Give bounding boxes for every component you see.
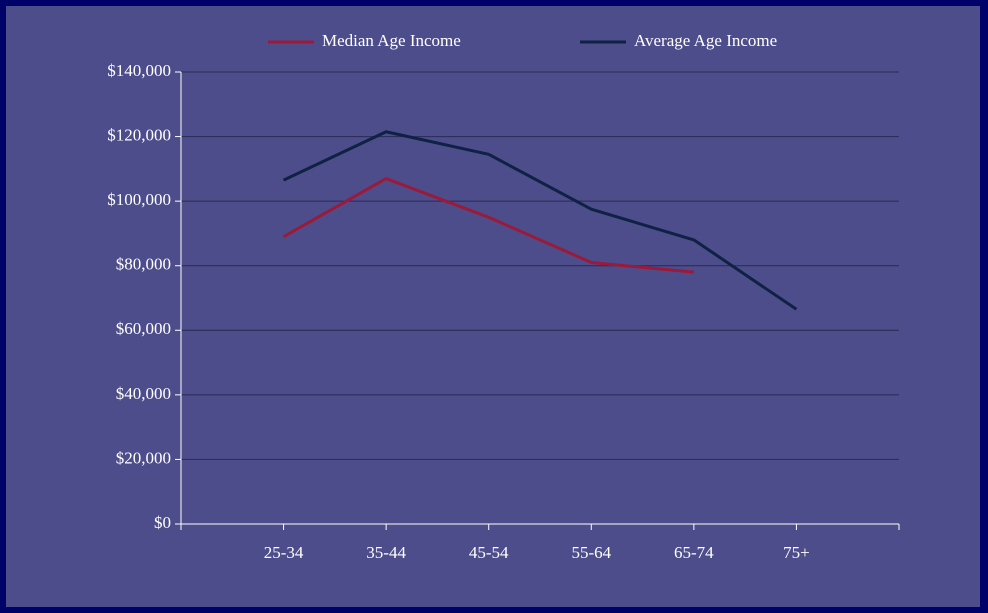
- lines: [282, 130, 798, 311]
- y-tick-label: $100,000: [107, 190, 171, 209]
- series-line: [282, 177, 694, 274]
- y-tick-label: $120,000: [107, 125, 171, 144]
- grid: [181, 71, 899, 525]
- plot-panel: [6, 6, 980, 607]
- y-tick-label: $40,000: [116, 384, 171, 403]
- x-tick-label: 55-64: [571, 543, 611, 562]
- x-tick-label: 45-54: [469, 543, 509, 562]
- x-tick-label: 35-44: [366, 543, 406, 562]
- x-tick-label: 75+: [783, 543, 810, 562]
- series-line: [282, 130, 798, 311]
- y-tick-label: $140,000: [107, 61, 171, 80]
- axes: $0 $20,000 $40,000 $60,000 $80,000 $100,000 $1…: [107, 31, 900, 562]
- x-tick-label: 25-34: [264, 543, 304, 562]
- x-tick-label: 65-74: [674, 543, 714, 562]
- y-tick-label: $0: [154, 513, 171, 532]
- y-tick-label: $60,000: [116, 319, 171, 338]
- legend-label: Average Age Income: [634, 31, 777, 50]
- y-tick-label: $80,000: [116, 255, 171, 274]
- y-tick-label: $20,000: [116, 448, 171, 467]
- legend-label: Median Age Income: [322, 31, 461, 50]
